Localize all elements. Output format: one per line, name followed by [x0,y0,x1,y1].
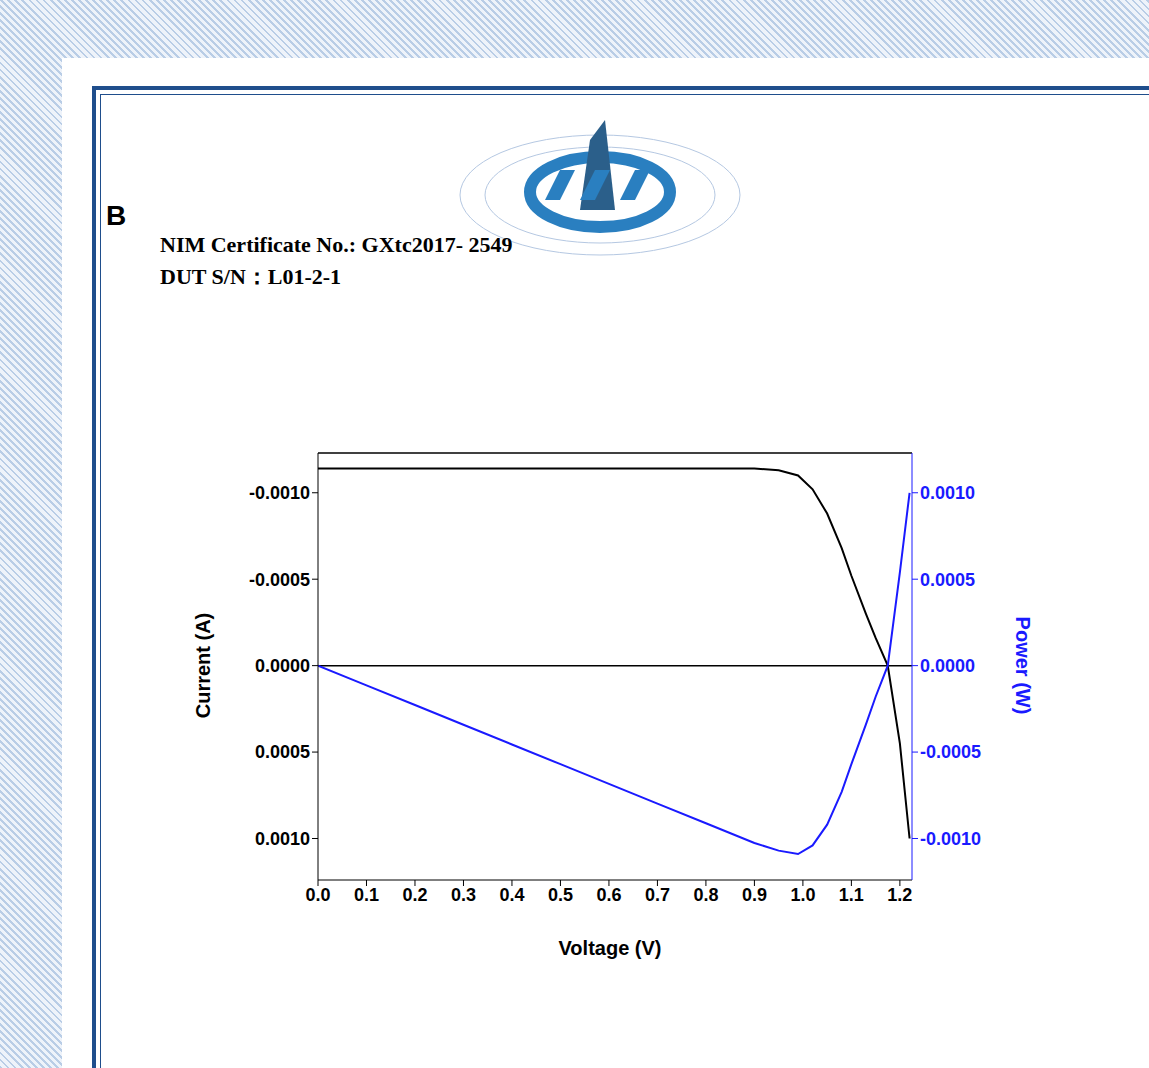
svg-text:0.5: 0.5 [548,885,573,905]
svg-text:0.2: 0.2 [402,885,427,905]
html-text:Current (A): Current (A) [191,612,214,719]
svg-text:-0.0010: -0.0010 [249,483,310,503]
svg-text:0.8: 0.8 [693,885,718,905]
svg-text:0.0005: 0.0005 [920,570,975,590]
html-text:NIM Certificate No.: GXtc2017-: NIM Certificate No.: GXtc2017- 2549 [160,232,513,257]
svg-text:0.0005: 0.0005 [255,742,310,762]
svg-text:-0.0005: -0.0005 [920,742,981,762]
svg-text:1.0: 1.0 [790,885,815,905]
svg-text:0.9: 0.9 [742,885,767,905]
svg-text:-0.0005: -0.0005 [249,570,310,590]
svg-text:-0.0010: -0.0010 [920,829,981,849]
svg-text:0.0010: 0.0010 [255,829,310,849]
html-text:B: B [106,200,127,231]
html-text:Voltage (V): Voltage (V) [558,937,662,959]
svg-text:0.0010: 0.0010 [920,483,975,503]
svg-text:0.0000: 0.0000 [255,656,310,676]
html-text:Power (W): Power (W) [1011,616,1034,715]
svg-text:0.3: 0.3 [451,885,476,905]
svg-text:1.1: 1.1 [839,885,864,905]
svg-text:0.0: 0.0 [305,885,330,905]
svg-text:1.2: 1.2 [887,885,912,905]
svg-text:0.6: 0.6 [596,885,621,905]
svg-text:0.7: 0.7 [645,885,670,905]
svg-text:0.0000: 0.0000 [920,656,975,676]
svg-text:0.1: 0.1 [354,885,379,905]
html-text:DUT S/N：L01-2-1: DUT S/N：L01-2-1 [160,264,342,289]
svg-text:0.4: 0.4 [499,885,524,905]
